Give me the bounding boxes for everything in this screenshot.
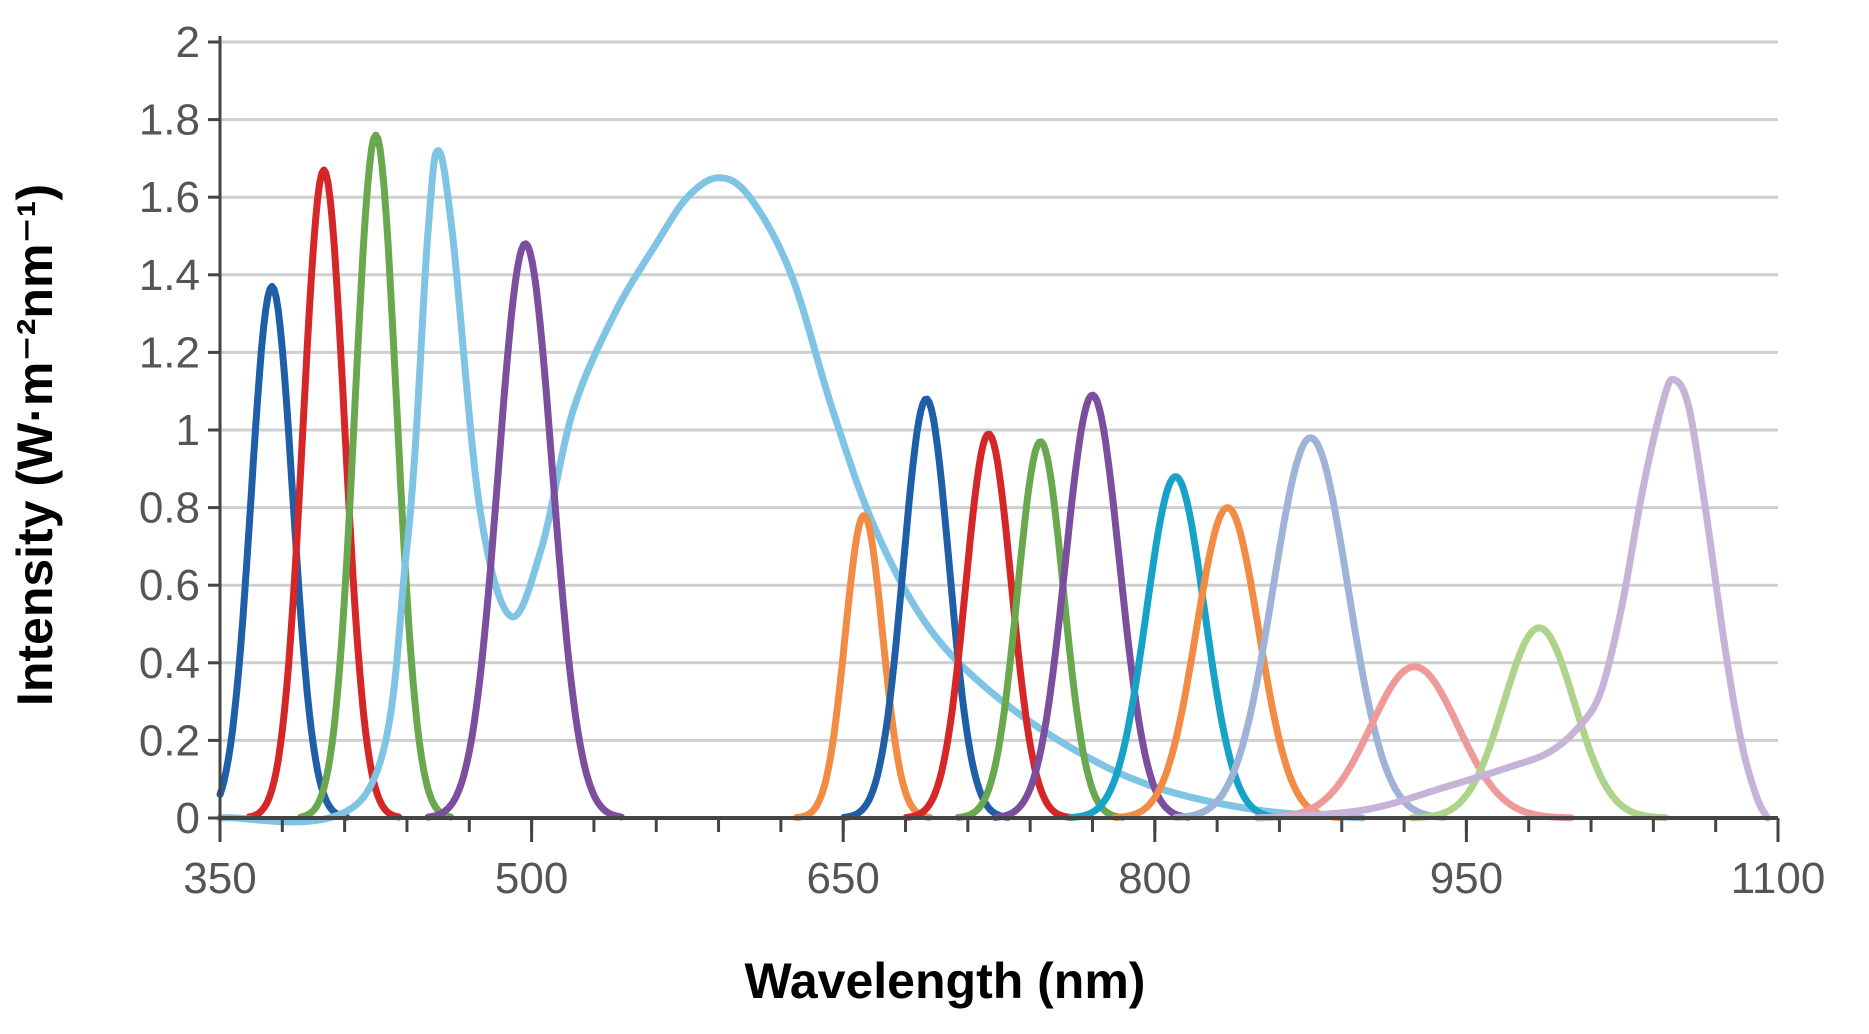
x-tick-label: 1100 xyxy=(1731,854,1826,903)
x-tick-label: 650 xyxy=(806,854,879,903)
series-line-11 xyxy=(1067,473,1283,821)
series-line-1 xyxy=(216,282,351,821)
y-tick-label: 0 xyxy=(176,794,200,843)
x-tick-label: 500 xyxy=(495,854,568,903)
y-tick-label: 1.6 xyxy=(139,173,200,222)
x-tick-label: 350 xyxy=(183,854,256,903)
series-line-16 xyxy=(1255,375,1772,822)
series-line-10 xyxy=(991,391,1192,821)
series-line-2 xyxy=(245,166,403,821)
series-layer xyxy=(216,131,1772,826)
x-tick-label: 800 xyxy=(1118,854,1191,903)
series-line-7 xyxy=(840,395,1012,821)
series-line-6 xyxy=(793,512,934,821)
y-tick-label: 0.6 xyxy=(139,561,200,610)
y-tick-label: 2 xyxy=(176,18,200,67)
grid-layer xyxy=(220,40,1778,742)
series-line-4 xyxy=(216,147,1366,826)
series-line-8 xyxy=(902,430,1074,821)
series-line-3 xyxy=(297,131,455,821)
y-tick-label: 0.8 xyxy=(139,484,200,533)
series-line-12 xyxy=(1111,504,1344,821)
x-axis-title: Wavelength (nm) xyxy=(745,953,1146,1009)
series-line-13 xyxy=(1172,434,1448,821)
series-line-15 xyxy=(1408,624,1669,822)
label-layer: 0 0.2 0.4 0.6 0.8 1 1.2 1.4 1.6 1.8 2 350 500 650 800 9… xyxy=(139,18,1825,903)
y-tick-label: 1.4 xyxy=(139,251,200,300)
series-line-5 xyxy=(424,240,625,821)
y-tick-label: 0.4 xyxy=(139,639,200,688)
y-tick-label: 1 xyxy=(176,406,200,455)
x-tick-label: 950 xyxy=(1430,854,1503,903)
axis-layer xyxy=(208,36,1780,842)
y-tick-label: 0.2 xyxy=(139,716,200,765)
series-line-14 xyxy=(1253,663,1575,822)
y-tick-label: 1.8 xyxy=(139,96,200,145)
y-axis-title: Intensity (W·m⁻²nm⁻¹) xyxy=(7,184,63,706)
series-line-9 xyxy=(954,438,1126,821)
y-tick-label: 1.2 xyxy=(139,328,200,377)
